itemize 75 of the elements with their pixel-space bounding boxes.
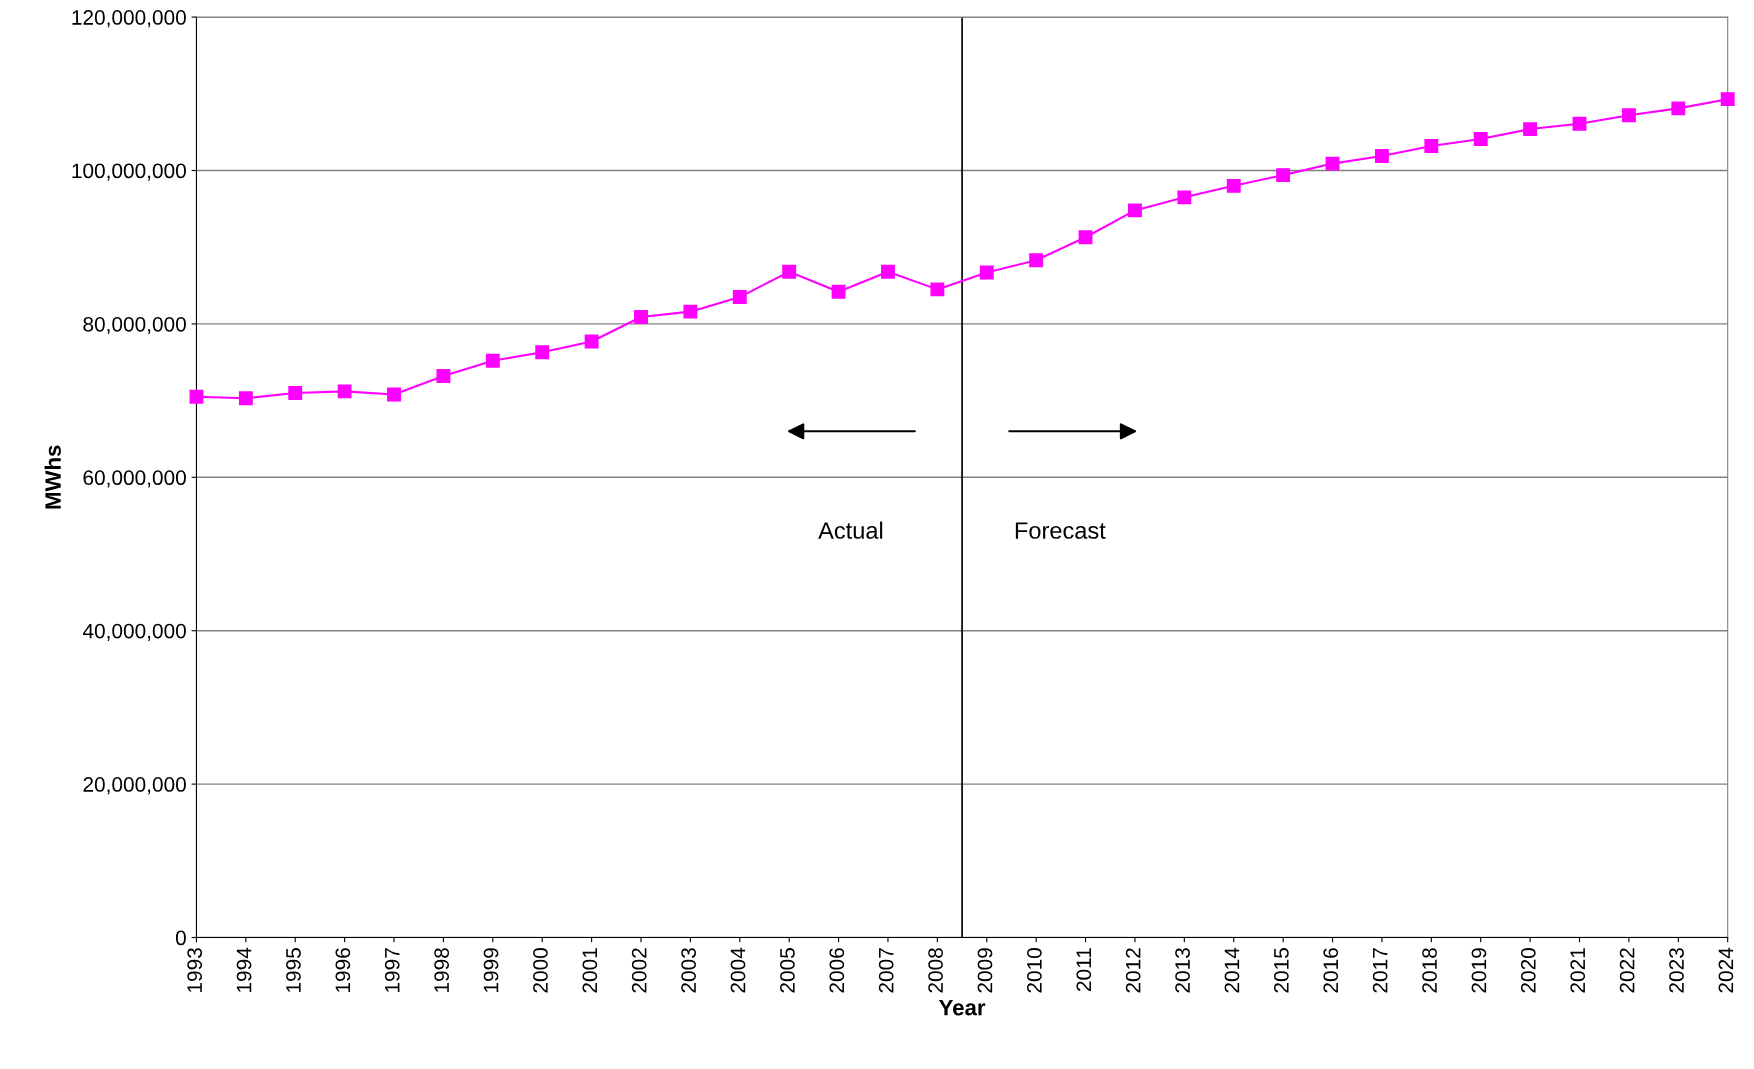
x-tick-label: 2015 — [1273, 948, 1289, 993]
x-tick-label: 2018 — [1422, 948, 1437, 993]
x-tick-label: 2023 — [1669, 948, 1684, 993]
y-tick-label: 0 — [175, 930, 186, 946]
point — [1621, 108, 1636, 123]
y-tick-label: 100,000,000 — [72, 163, 186, 181]
x-tick-label: 2019 — [1471, 948, 1487, 993]
x-tick-label: 2002 — [631, 948, 647, 993]
point — [634, 310, 648, 324]
x-tick-label: 2001 — [582, 948, 598, 993]
point — [1572, 116, 1587, 131]
point — [288, 385, 303, 400]
y-tick-label: 40,000,000 — [82, 623, 186, 641]
x-tick-label: 1995 — [286, 948, 301, 992]
x-tick-label: 2020 — [1520, 948, 1536, 993]
y-tick-label: 20,000,000 — [83, 777, 186, 795]
x-tick-label: 2012 — [1125, 948, 1141, 993]
x-tick-label: 2006 — [829, 948, 845, 993]
x-tick-label: 2013 — [1175, 948, 1190, 993]
point — [238, 391, 253, 406]
point — [1720, 92, 1735, 107]
point — [1523, 122, 1538, 137]
point — [782, 264, 797, 279]
y-tick-label: 60,000,000 — [83, 470, 186, 488]
x-tick-label: 1994 — [236, 947, 252, 992]
y-tick-label: 120,000,000 — [72, 10, 186, 28]
x-axis-title: Year — [938, 999, 986, 1016]
x-tick-label: 2024 — [1718, 947, 1734, 993]
point — [1029, 253, 1044, 268]
point — [1473, 132, 1488, 147]
annotation: Forecast — [1015, 522, 1106, 539]
point — [1078, 230, 1093, 245]
x-tick-label: 2008 — [928, 948, 943, 993]
point — [189, 389, 204, 404]
point — [337, 384, 352, 399]
point — [1128, 203, 1142, 218]
x-tick-label: 2007 — [878, 948, 894, 993]
annotation: Actual — [818, 521, 883, 539]
point — [584, 334, 599, 349]
point — [436, 369, 451, 384]
y-tick-label: 80,000,000 — [83, 316, 186, 335]
x-tick-label: 2005 — [780, 948, 795, 993]
x-tick-label: 2014 — [1224, 947, 1240, 993]
point — [1276, 168, 1291, 183]
point — [535, 345, 550, 360]
x-tick-label: 2010 — [1027, 948, 1042, 993]
x-tick-label: 2004 — [730, 947, 746, 993]
point — [930, 282, 945, 297]
y-axis-title: MWhs — [44, 445, 61, 509]
x-tick-label: 1996 — [335, 948, 351, 992]
point — [1226, 178, 1241, 193]
x-tick-label: 2009 — [977, 948, 993, 993]
x-tick-label: 1999 — [483, 948, 499, 992]
point — [485, 353, 500, 368]
x-tick-label: 2017 — [1372, 948, 1388, 993]
x-tick-label: 1993 — [187, 948, 203, 992]
point — [831, 284, 846, 299]
point — [1671, 101, 1686, 116]
x-tick-label: 2016 — [1323, 948, 1339, 993]
point — [979, 265, 994, 280]
x-tick-label: 2021 — [1570, 948, 1586, 993]
point — [881, 264, 895, 279]
point — [387, 387, 401, 402]
point — [732, 290, 747, 305]
point — [1374, 148, 1389, 163]
x-tick-label: 2000 — [533, 948, 548, 993]
x-tick-label: 1998 — [434, 948, 450, 992]
point — [683, 304, 698, 319]
point — [1424, 139, 1439, 153]
x-tick-label: 2011 — [1076, 948, 1092, 991]
x-tick-label: 2003 — [681, 948, 696, 993]
point — [1325, 156, 1340, 171]
x-tick-label: 1997 — [384, 948, 400, 992]
point — [1177, 190, 1192, 205]
x-tick-label: 2022 — [1619, 948, 1635, 993]
